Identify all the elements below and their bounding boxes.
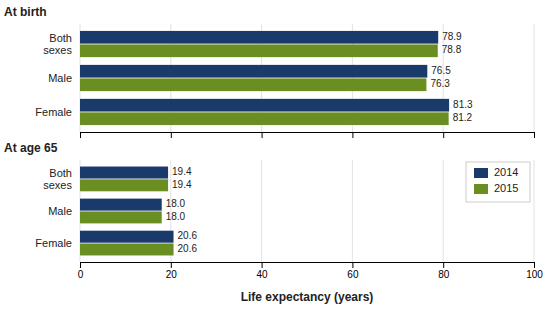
tick: 60 [347, 262, 359, 280]
data-label: 20.6 [178, 230, 198, 241]
data-label: 76.3 [430, 78, 450, 89]
tick-label: 20 [166, 269, 178, 280]
category-label: Female [35, 106, 72, 118]
bar [80, 31, 438, 44]
bar [80, 199, 162, 211]
data-label: 78.8 [442, 44, 462, 55]
tick-label: 40 [257, 269, 269, 280]
tick: 20 [166, 262, 178, 280]
legend: 2014 2015 [466, 162, 530, 202]
data-label: 18.0 [166, 198, 186, 209]
x-axis [81, 132, 535, 138]
axis-line [81, 133, 535, 139]
bar [80, 78, 426, 91]
tick-mark [171, 132, 172, 138]
tick-label: 80 [438, 269, 450, 280]
category-label: Female [35, 237, 72, 249]
series [80, 31, 449, 112]
legend-box [466, 162, 530, 202]
grid-line [352, 160, 353, 262]
tick: 0 [78, 262, 84, 280]
tick-mark [443, 132, 444, 138]
tick [534, 132, 535, 138]
x-axis-title: Life expectancy (years) [241, 290, 374, 304]
tick-mark [80, 132, 81, 138]
bars [80, 31, 449, 125]
series [80, 179, 174, 255]
bar [80, 211, 162, 223]
grid [80, 24, 534, 132]
panel: At age 65 19.4 18.0 20.6 19.4 18.0 20.6 Bothsex… [4, 141, 543, 304]
tick: 40 [257, 262, 269, 280]
tick: 80 [438, 262, 450, 280]
grid-line [534, 160, 535, 262]
tick-mark [262, 132, 263, 138]
data-label: 76.5 [431, 65, 451, 76]
chart-root: At birth 78.9 76.5 81.3 78.8 76.3 81.2 Bothsexe… [0, 0, 560, 309]
bar [80, 167, 168, 179]
chart-svg: At birth 78.9 76.5 81.3 78.8 76.3 81.2 Bothsexe… [0, 0, 560, 309]
tick-label: 60 [347, 269, 359, 280]
legend-item: 2014 [474, 166, 518, 178]
legend-label: 2015 [494, 182, 518, 194]
tick-mark [352, 262, 353, 268]
tick-mark [534, 262, 535, 268]
legend-item: 2015 [474, 182, 518, 194]
x-axis: 0 20 40 60 80 100 [78, 262, 544, 280]
bar [80, 243, 174, 255]
series [80, 44, 449, 125]
category-label: Male [48, 72, 72, 84]
tick-label: 0 [78, 269, 84, 280]
bar [80, 231, 174, 243]
data-labels: 78.9 76.5 81.3 78.8 76.3 81.2 [430, 31, 473, 123]
tick: 100 [526, 262, 543, 280]
grid-line [534, 24, 535, 132]
data-label: 18.0 [166, 211, 186, 222]
category-label: Bothsexes [43, 32, 72, 56]
panel: At birth 78.9 76.5 81.3 78.8 76.3 81.2 Bothsexe… [4, 5, 535, 138]
legend-swatch [474, 184, 488, 194]
data-label: 19.4 [172, 166, 192, 177]
bar [80, 179, 168, 191]
tick [443, 132, 444, 138]
tick-mark [443, 262, 444, 268]
legend-label: 2014 [494, 166, 518, 178]
y-axis: Bothsexes Male Female [35, 167, 72, 249]
legend-swatch [474, 168, 488, 178]
section-title: At birth [4, 5, 47, 19]
bar [80, 99, 449, 112]
data-label: 78.9 [442, 31, 462, 42]
tick-mark [80, 262, 81, 268]
bars [80, 167, 174, 256]
data-label: 20.6 [178, 243, 198, 254]
tick-mark [352, 132, 353, 138]
y-axis: Bothsexes Male Female [35, 32, 72, 118]
data-label: 81.2 [453, 112, 473, 123]
data-label: 19.4 [172, 179, 192, 190]
series [80, 167, 174, 243]
category-label: Bothsexes [43, 167, 72, 191]
tick [262, 132, 263, 138]
tick-mark [534, 132, 535, 138]
tick [171, 132, 172, 138]
grid-line [261, 160, 262, 262]
tick-label: 100 [526, 269, 543, 280]
bar [80, 44, 438, 57]
tick [80, 132, 81, 138]
category-label: Male [48, 205, 72, 217]
axis-line [81, 263, 535, 269]
bar [80, 65, 427, 78]
section-title: At age 65 [4, 141, 58, 155]
data-label: 81.3 [453, 99, 473, 110]
bar [80, 112, 449, 125]
tick [352, 132, 353, 138]
data-labels: 19.4 18.0 20.6 19.4 18.0 20.6 [166, 166, 198, 254]
tick-mark [262, 262, 263, 268]
grid-line [443, 160, 444, 262]
grid [80, 160, 534, 262]
tick-mark [171, 262, 172, 268]
